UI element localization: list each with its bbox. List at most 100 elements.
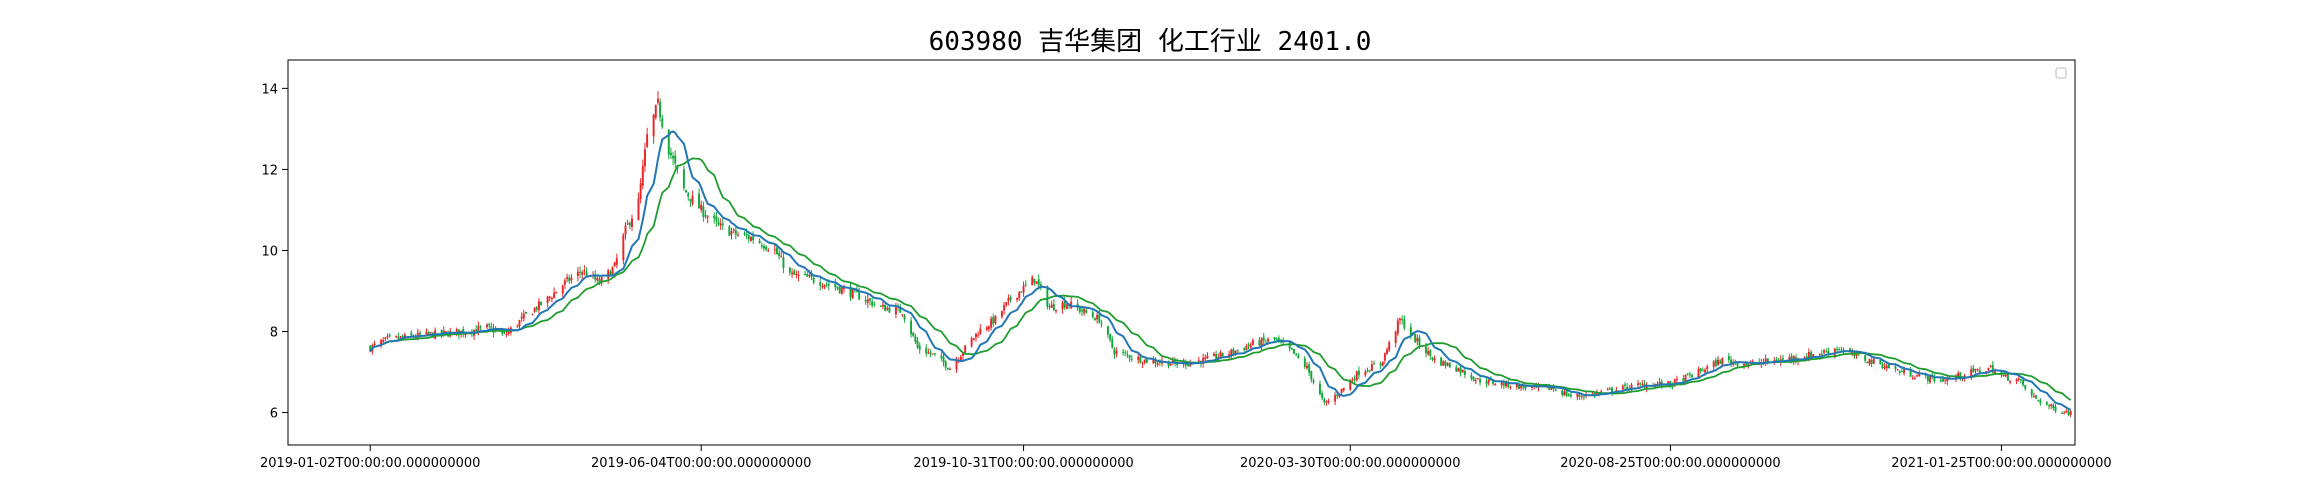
- candle-body: [1033, 278, 1036, 283]
- candle-body: [1531, 386, 1533, 388]
- candle-body: [1691, 375, 1694, 378]
- candle-body: [1290, 347, 1293, 350]
- x-tick-label: 2019-06-04T00:00:00.000000000: [591, 456, 811, 471]
- candle-body: [1918, 373, 1921, 377]
- candle-body: [561, 285, 564, 294]
- candle-body: [1704, 369, 1707, 373]
- candle-body: [1701, 370, 1704, 372]
- legend-box: [2055, 67, 2067, 79]
- candle-body: [442, 330, 445, 333]
- candle-body: [1370, 364, 1373, 371]
- candle-body: [1416, 338, 1419, 342]
- candle-body: [1275, 338, 1278, 340]
- candle-body: [555, 291, 558, 294]
- candle-body: [728, 226, 731, 236]
- candle-body: [1870, 360, 1873, 364]
- candle-body: [607, 270, 610, 279]
- candle-body: [959, 356, 962, 362]
- candle-body: [788, 267, 791, 273]
- candle-body: [596, 278, 599, 281]
- candle-body: [1697, 368, 1700, 378]
- candle-body: [1126, 354, 1129, 356]
- candle-body: [1781, 358, 1784, 360]
- candle-body: [698, 193, 701, 209]
- candle-body: [918, 345, 921, 350]
- candle-body: [1366, 370, 1369, 372]
- candle-body: [1383, 353, 1386, 361]
- candle-body: [1624, 384, 1626, 386]
- candle-body: [1669, 381, 1672, 385]
- candle-body: [1431, 357, 1434, 360]
- candle-body: [1474, 380, 1477, 382]
- candle-body: [762, 245, 765, 249]
- candle-body: [1825, 351, 1828, 353]
- candle-body: [812, 277, 815, 283]
- candle-body: [1342, 387, 1345, 391]
- candle-body: [933, 353, 936, 355]
- candle-body: [1243, 348, 1246, 350]
- candle-body: [715, 216, 718, 221]
- candle-body: [1429, 350, 1432, 356]
- candle-body: [1909, 370, 1912, 377]
- candle-body: [795, 273, 798, 275]
- candle-body: [615, 258, 618, 265]
- candle-body: [1524, 386, 1527, 389]
- candle-body: [1916, 375, 1919, 377]
- candle-body: [2039, 400, 2042, 404]
- candle-body: [535, 307, 538, 310]
- candle-body: [563, 280, 566, 285]
- candle-body: [1459, 367, 1462, 373]
- candle-body: [2061, 412, 2063, 414]
- candle-body: [1576, 393, 1579, 398]
- candle-body: [1578, 394, 1581, 397]
- candle-body: [1974, 369, 1977, 371]
- candle-body: [767, 250, 770, 252]
- x-tick-label: 2021-01-25T00:00:00.000000000: [1891, 456, 2111, 471]
- candle-body: [479, 326, 482, 328]
- candle-body: [1139, 356, 1142, 363]
- candle-body: [1258, 340, 1261, 346]
- candle-body: [1887, 364, 1890, 369]
- candle-body: [503, 331, 506, 334]
- candle-body: [373, 343, 376, 345]
- candle-body: [1509, 386, 1512, 388]
- candle-body: [940, 355, 943, 359]
- candle-body: [840, 287, 843, 294]
- candle-body: [579, 271, 582, 273]
- candle-body: [1312, 380, 1315, 383]
- candle-body: [1052, 304, 1055, 311]
- candle-body: [505, 333, 508, 335]
- candle-body: [1401, 319, 1404, 321]
- candle-body: [1550, 388, 1553, 390]
- candle-body: [1152, 360, 1155, 364]
- candle-body: [1115, 351, 1118, 354]
- candle-body: [1939, 379, 1942, 381]
- candle-body: [1563, 391, 1566, 396]
- candle-body: [646, 134, 649, 147]
- candle-body: [1911, 377, 1914, 379]
- candle-body: [429, 332, 432, 334]
- candle-body: [1018, 291, 1021, 299]
- candle-body: [1706, 366, 1709, 370]
- candle-body: [721, 223, 724, 225]
- candle-body: [425, 331, 428, 335]
- candle-body: [955, 360, 958, 370]
- candle-body: [1031, 277, 1034, 286]
- candle-body: [925, 348, 928, 354]
- candle-body: [2006, 373, 2009, 381]
- candle-body: [1340, 388, 1343, 393]
- candle-body: [990, 318, 993, 328]
- candle-body: [1885, 365, 1888, 369]
- candle-body: [1427, 350, 1430, 355]
- candle-body: [838, 287, 841, 293]
- candle-body: [661, 118, 664, 127]
- candle-body: [836, 286, 839, 289]
- candle-body: [1719, 360, 1722, 364]
- candle-body: [821, 286, 824, 288]
- candle-body: [455, 329, 458, 333]
- candle-body: [1842, 349, 1845, 351]
- candle-body: [1567, 394, 1570, 396]
- candle-body: [1812, 354, 1815, 357]
- candle-body: [1111, 339, 1114, 348]
- candle-body: [806, 274, 809, 277]
